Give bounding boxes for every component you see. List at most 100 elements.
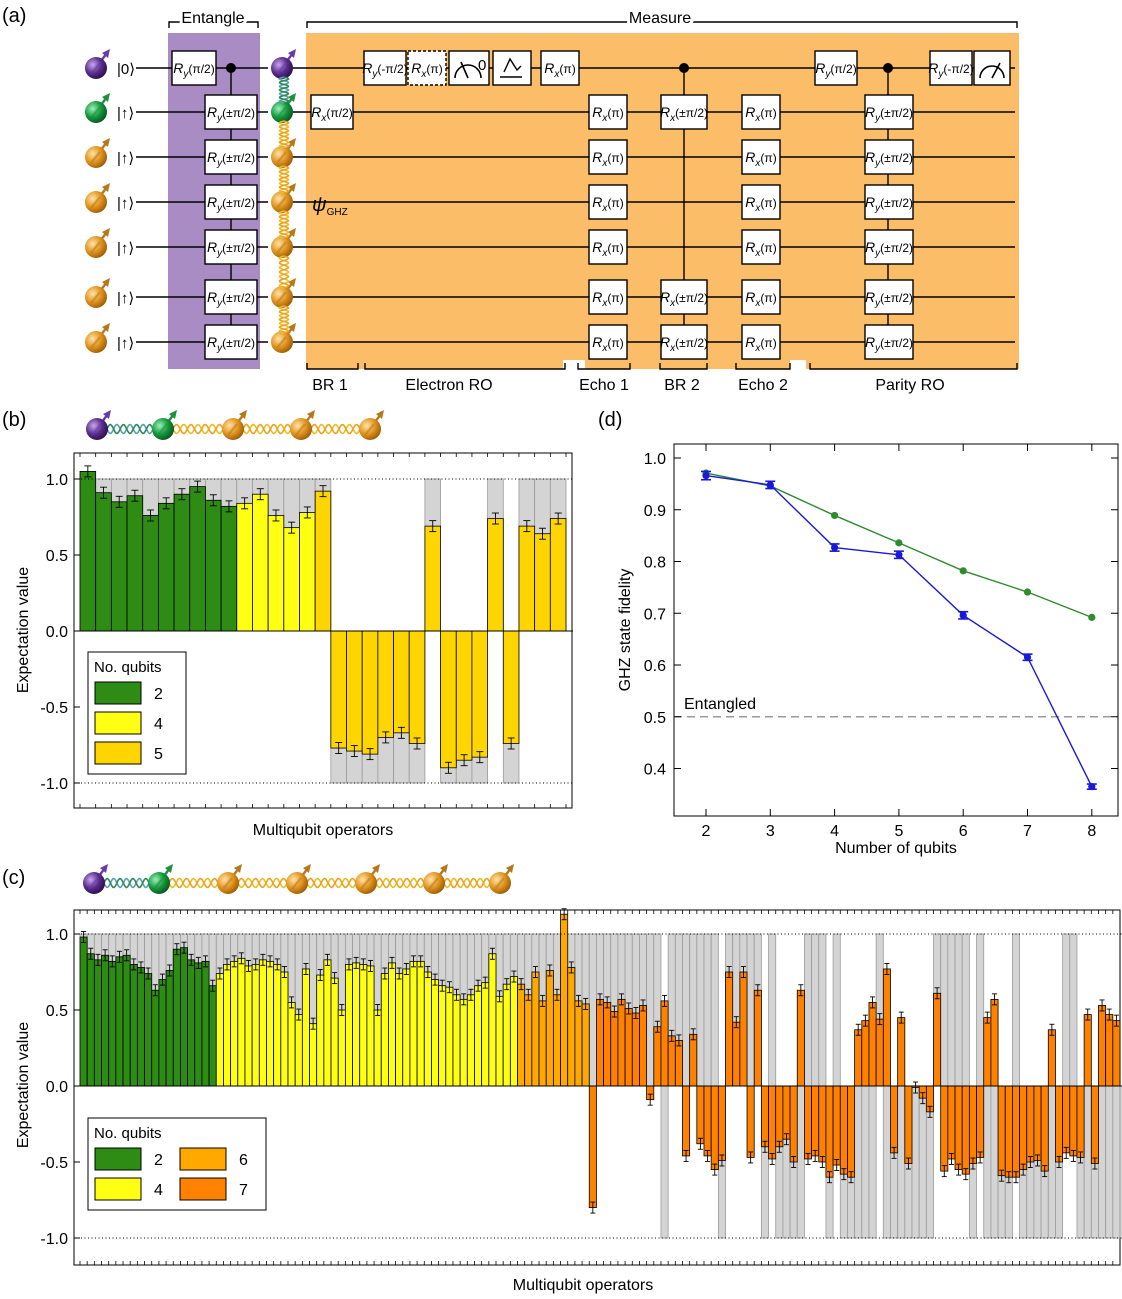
data-bar xyxy=(1069,1085,1078,1157)
data-bar xyxy=(236,502,253,632)
spin-arrow-inner xyxy=(90,291,101,304)
ideal-bar xyxy=(703,933,712,1087)
data-bar xyxy=(110,501,128,632)
data-bar xyxy=(424,525,441,632)
data-bar xyxy=(299,512,316,632)
data-bar xyxy=(144,973,153,1087)
spin-arrow-head xyxy=(102,228,110,237)
reset-box xyxy=(492,50,532,86)
qubit-entangled-0 xyxy=(271,49,296,79)
spin-arrow-head xyxy=(288,183,296,192)
data-bar xyxy=(1026,1085,1035,1163)
entangle-gate: Ry(±π/2) xyxy=(204,184,258,220)
entangle-gate: Ry(±π/2) xyxy=(204,324,258,360)
ideal-bar xyxy=(588,933,597,1087)
gate-label: Ry(±π/2) xyxy=(865,239,913,259)
data-bar xyxy=(1033,1085,1042,1161)
data-bar xyxy=(940,1085,949,1172)
coupling-strand xyxy=(278,165,290,194)
legend-entry-5: 5 xyxy=(154,746,163,763)
data-bar xyxy=(267,515,285,632)
chain-coupling xyxy=(168,877,219,889)
gate-label: Ry(±π/2) xyxy=(207,149,255,169)
ideal-bar xyxy=(682,933,691,1087)
ideal-bar xyxy=(811,933,820,1087)
gate-box xyxy=(741,94,781,130)
data-bar xyxy=(596,998,604,1087)
y-tick-label: 1.0 xyxy=(644,451,666,468)
data-bar xyxy=(273,964,282,1087)
gate-label: Rx(π/2) xyxy=(311,104,352,124)
y-tick-label: -0.5 xyxy=(40,1155,68,1172)
gate-box xyxy=(660,279,708,315)
qubit-entangled-2 xyxy=(271,138,296,168)
gate-box xyxy=(660,94,708,130)
spin-arrow-head xyxy=(376,410,384,419)
gate-label: Rx(π) xyxy=(745,104,776,124)
ideal-bar xyxy=(1098,1085,1107,1239)
gate-box xyxy=(929,50,973,86)
gate-label: Ry(π/2) xyxy=(173,60,214,80)
gate-label: Ry(±π/2) xyxy=(207,334,255,354)
ideal-bar xyxy=(804,933,812,1087)
meter-needle xyxy=(991,62,1001,79)
spin-arrow-head xyxy=(372,864,380,873)
ideal-bar xyxy=(882,1085,891,1239)
data-bar xyxy=(95,492,112,632)
data-bar xyxy=(1112,1020,1121,1087)
data-bar xyxy=(294,1014,303,1087)
data-bar xyxy=(344,964,353,1087)
data-bar xyxy=(474,985,483,1087)
gate-label: Ry(±π/2) xyxy=(865,194,913,214)
data-bar xyxy=(875,1018,884,1087)
data-bar xyxy=(746,1085,755,1158)
legend-swatch-5 xyxy=(94,741,142,765)
data-bar xyxy=(466,994,475,1087)
br1-gate: Rx(π/2) xyxy=(310,94,354,130)
data-bar xyxy=(1055,1085,1064,1163)
spin-arrow-head xyxy=(303,864,311,873)
data-bar xyxy=(588,1085,597,1208)
data-bar xyxy=(280,971,289,1087)
coupling-strand xyxy=(172,423,224,435)
gate-label: Rx(π) xyxy=(592,104,623,124)
data-bar xyxy=(93,959,102,1087)
parity-gate: Ry(±π/2) xyxy=(864,94,914,130)
data-bar xyxy=(617,998,626,1087)
data-bar xyxy=(101,954,110,1087)
data-bar xyxy=(440,630,457,769)
data-bar xyxy=(423,971,432,1087)
gate-box xyxy=(864,324,914,360)
data-bar xyxy=(452,994,461,1087)
data-bar xyxy=(717,1085,726,1161)
data-bar xyxy=(509,976,518,1087)
coupling-strand xyxy=(278,255,290,289)
ideal-bar xyxy=(746,933,755,1087)
entangle-gate: Ry(±π/2) xyxy=(204,94,258,130)
data-bar xyxy=(1047,1029,1056,1087)
gate-label: Ry(±π/2) xyxy=(865,289,913,309)
data-bar xyxy=(968,1085,977,1164)
qubit-entangled-5 xyxy=(271,278,296,308)
data-bar xyxy=(366,965,375,1087)
data-bar xyxy=(983,1017,992,1087)
entanglement-coupling xyxy=(278,120,290,149)
coupling-strand xyxy=(242,423,292,435)
data-bar xyxy=(208,985,217,1087)
gate-label: Rx(±π/2) xyxy=(660,289,708,309)
qubit-entangled-6 xyxy=(271,323,296,353)
meter-box xyxy=(973,50,1011,86)
predicted-fidelity-point xyxy=(895,539,903,547)
data-bar xyxy=(1090,1085,1099,1164)
coupling-strand xyxy=(278,76,290,104)
y-tick-label: 0.6 xyxy=(644,658,666,675)
data-bar xyxy=(847,1085,856,1178)
qubit-input-5 xyxy=(85,278,110,308)
data-bar xyxy=(961,1085,970,1175)
section-bracket xyxy=(735,363,791,370)
data-bar xyxy=(789,1085,798,1163)
data-bar xyxy=(388,962,396,1087)
gate-label: Ry(-π/2) xyxy=(362,60,407,80)
spin-arrow-head xyxy=(288,138,296,147)
data-bar xyxy=(832,1085,841,1166)
